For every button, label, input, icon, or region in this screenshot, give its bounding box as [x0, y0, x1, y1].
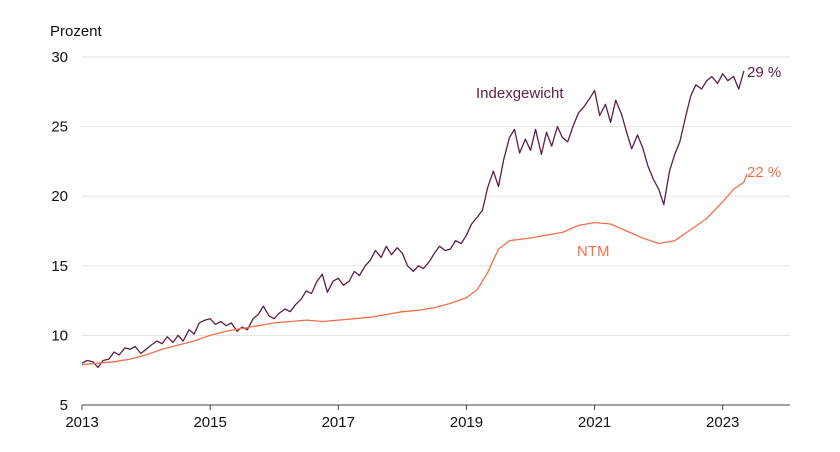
- y-tick-label: 30: [51, 49, 68, 66]
- x-tick-label: 2013: [65, 414, 98, 431]
- y-tick-label: 15: [51, 258, 68, 275]
- end-label-ntm: 22 %: [747, 164, 781, 181]
- y-axis-unit-label: Prozent: [50, 23, 103, 40]
- y-tick-label: 20: [51, 188, 68, 205]
- y-tick-label: 5: [60, 397, 68, 414]
- series-lines: [81, 70, 748, 369]
- series-line-ntm: [81, 173, 748, 366]
- y-tick-label: 10: [51, 327, 68, 344]
- x-axis-ticks: 2013 2015 2017 2019 2021 2023: [65, 405, 739, 431]
- x-tick-label: 2023: [706, 414, 739, 431]
- series-line-indexgewicht: [81, 70, 745, 369]
- x-tick-label: 2015: [193, 414, 226, 431]
- x-tick-label: 2017: [322, 414, 355, 431]
- y-axis-ticks: 5 10 15 20 25 30: [51, 49, 68, 414]
- y-tick-label: 25: [51, 119, 68, 136]
- series-label-indexgewicht: Indexgewicht: [476, 85, 564, 102]
- x-tick-label: 2021: [578, 414, 611, 431]
- gridlines: [82, 56, 790, 336]
- series-label-ntm: NTM: [577, 243, 610, 260]
- x-tick-label: 2019: [450, 414, 483, 431]
- end-label-indexgewicht: 29 %: [747, 64, 781, 81]
